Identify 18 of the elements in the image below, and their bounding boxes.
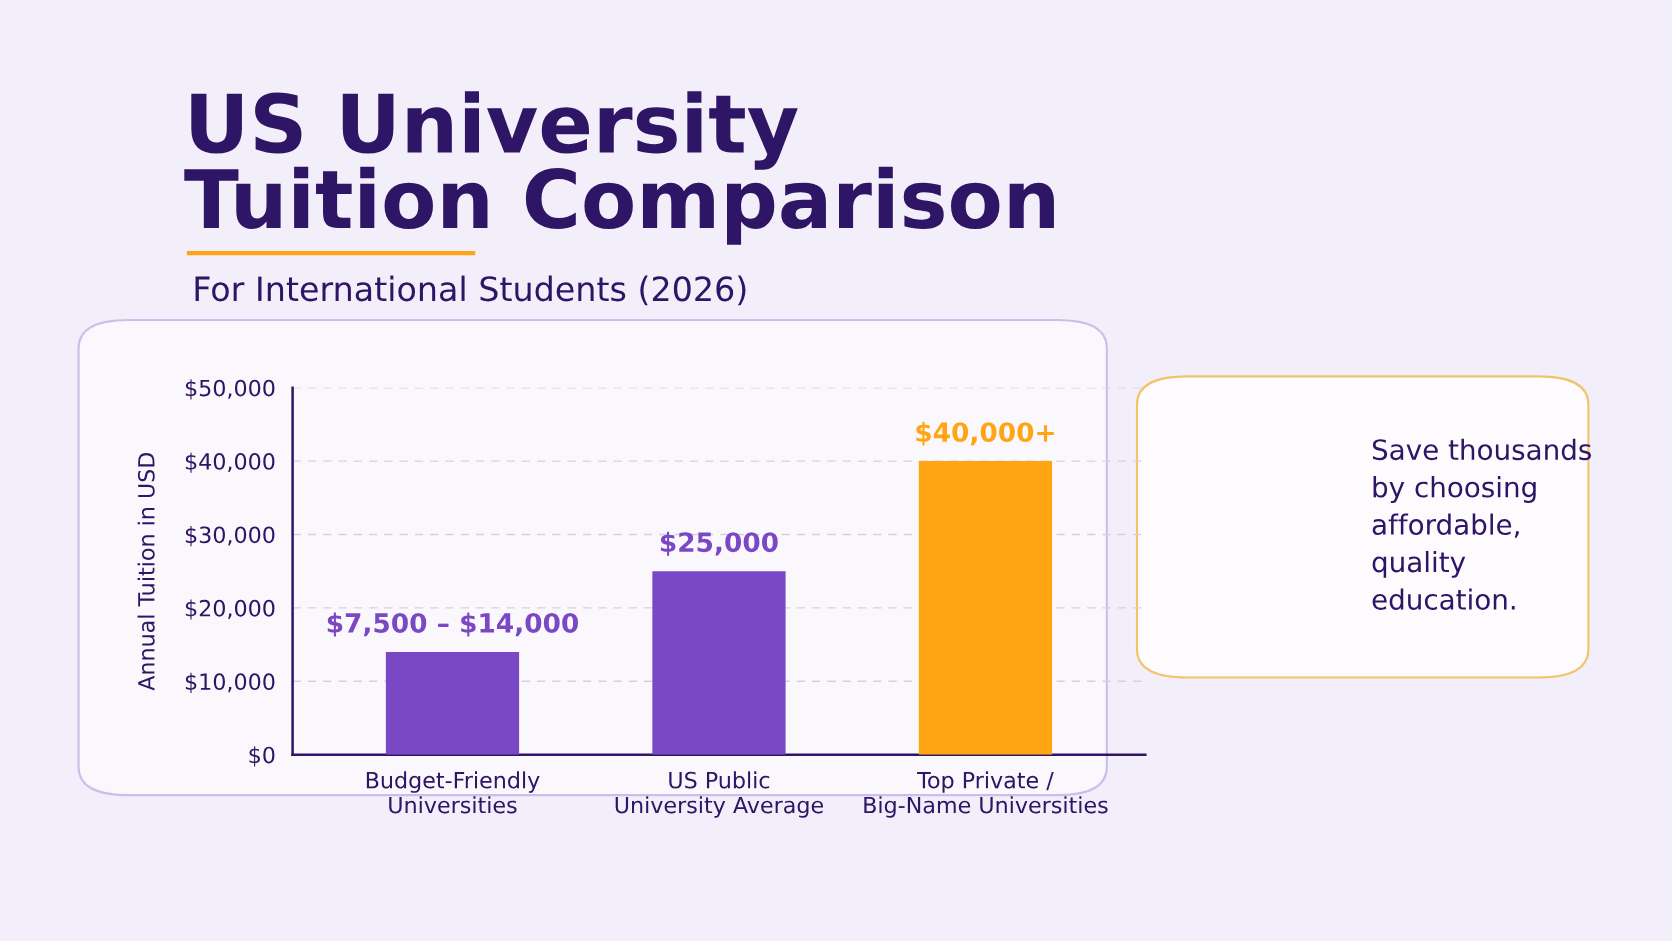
x-tick-label: Top Private / Big-Name Universities (864, 771, 1108, 818)
annotation: $7,500 – $14,000 (327, 612, 579, 637)
x-tick-label: US Public University Average (615, 771, 823, 818)
x-tick-label: Budget-Friendly Universities (366, 771, 540, 814)
y-tick-label: $40,000 (185, 452, 275, 473)
bar (385, 651, 520, 755)
y-tick-label: $20,000 (185, 599, 275, 620)
y-tick-label: $0 (249, 746, 275, 767)
y-axis-title: Annual Tuition in USD (137, 452, 155, 691)
y-tick-label: $30,000 (185, 526, 275, 547)
chart-subtitle: For International Students (2026) (195, 275, 746, 306)
y-tick-label: $10,000 (185, 672, 275, 693)
data-label: $25,000 (660, 531, 778, 556)
y-tick-label: $50,000 (185, 379, 275, 400)
data-label: $40,000+ (916, 421, 1054, 446)
bar (918, 461, 1053, 755)
chart-title: US University Tuition Comparison (184, 91, 1054, 245)
bar (652, 571, 786, 755)
